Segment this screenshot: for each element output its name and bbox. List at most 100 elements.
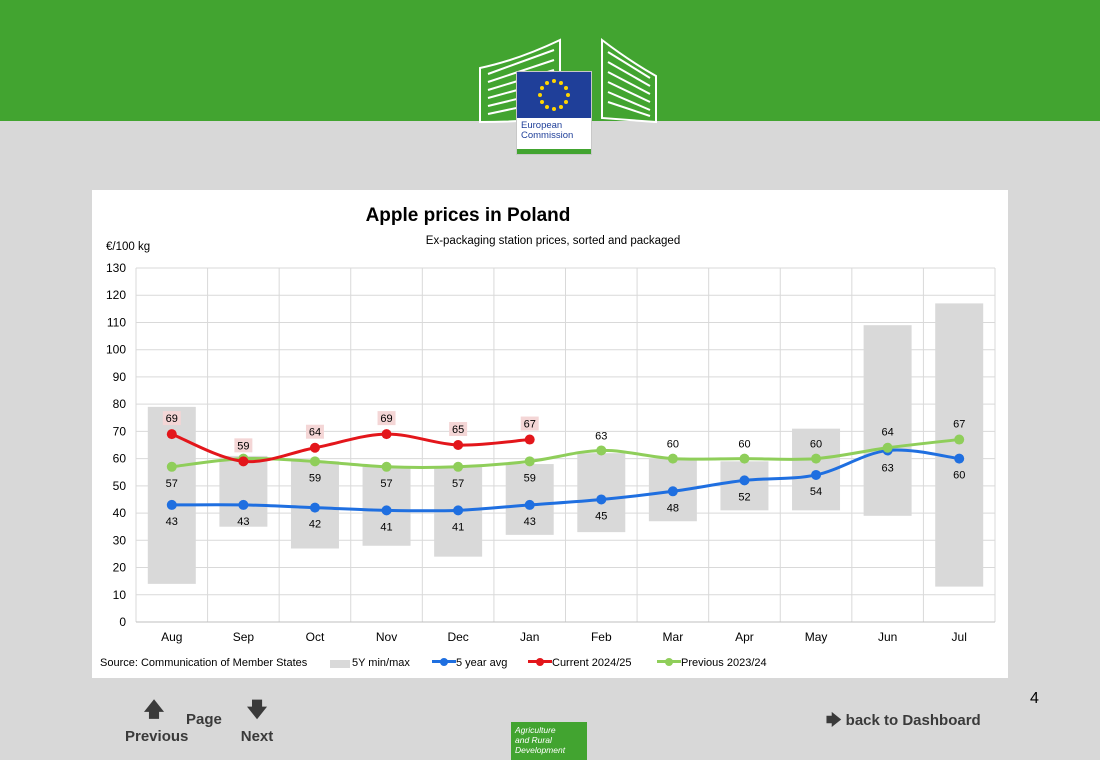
avg-data-label: 60 — [953, 470, 965, 482]
previous-data-label: 60 — [738, 439, 750, 451]
previous-series-point — [667, 453, 678, 464]
dashboard-label: back to Dashboard — [845, 712, 981, 729]
avg-data-label: 41 — [452, 521, 464, 533]
arrow-up-icon: 🡅 — [143, 699, 165, 721]
y-tick-label: 20 — [113, 561, 127, 575]
avg-series-point — [381, 505, 392, 516]
current-label-background — [234, 438, 253, 453]
legend-current-marker — [536, 658, 544, 666]
ec-name: European Commission — [521, 121, 573, 141]
y-tick-label: 10 — [113, 588, 127, 602]
page-number: 4 — [1030, 690, 1039, 707]
previous-series-point — [166, 461, 177, 472]
legend-previous-label: Previous 2023/24 — [681, 657, 767, 669]
chart-card — [92, 190, 1008, 678]
previous-button[interactable]: 🡅 Previous — [125, 699, 188, 745]
current-data-label: 69 — [166, 413, 178, 425]
previous-series-point — [309, 456, 320, 467]
current-series-point — [453, 440, 464, 450]
avg-series-point — [238, 499, 249, 510]
previous-data-label: 64 — [882, 427, 894, 439]
avg-series-point — [667, 486, 678, 497]
y-tick-label: 80 — [113, 397, 127, 411]
current-label-background — [377, 411, 396, 426]
arrow-down-icon: 🡇 — [246, 699, 268, 721]
x-tick-label: Apr — [735, 630, 754, 644]
minmax-bar — [935, 303, 984, 587]
legend-minmax-swatch — [330, 660, 350, 668]
legend-minmax-label: 5Y min/max — [352, 657, 410, 669]
y-tick-label: 100 — [106, 343, 126, 357]
avg-data-label: 52 — [738, 491, 750, 503]
current-series-point — [524, 434, 535, 445]
avg-data-label: 41 — [380, 521, 392, 533]
current-data-label: 69 — [380, 413, 392, 425]
y-tick-label: 30 — [113, 533, 127, 547]
current-series-line — [171, 432, 530, 464]
legend-avg-marker — [440, 658, 448, 666]
page-label: Page — [186, 711, 222, 728]
current-data-label: 67 — [524, 419, 536, 431]
previous-data-label: 57 — [166, 478, 178, 490]
x-tick-label: Jul — [952, 630, 967, 644]
x-tick-label: May — [805, 630, 828, 644]
dg-line1: Agriculture — [515, 725, 556, 735]
eu-flag-icon — [517, 72, 591, 118]
minmax-bar — [863, 325, 912, 516]
avg-series-point — [309, 502, 320, 513]
avg-series-point — [166, 499, 177, 510]
x-tick-label: Mar — [663, 630, 684, 644]
dashboard-link[interactable]: 🡆 back to Dashboard — [826, 710, 981, 735]
previous-data-label: 67 — [953, 419, 965, 431]
y-axis-unit: €/100 kg — [106, 241, 151, 253]
european-commission-logo: European Commission — [478, 37, 658, 155]
y-tick-label: 70 — [113, 424, 127, 438]
x-tick-label: Dec — [447, 630, 468, 644]
previous-data-label: 59 — [309, 472, 321, 484]
previous-data-label: 63 — [595, 430, 607, 442]
x-tick-label: Oct — [306, 630, 325, 644]
dg-agri-logo: Agriculture and Rural Development — [511, 722, 587, 760]
next-label: Next — [240, 728, 274, 745]
previous-data-label: 57 — [452, 478, 464, 490]
avg-series-point — [739, 475, 750, 486]
avg-series-line — [171, 448, 960, 513]
current-label-background — [449, 422, 468, 436]
avg-series-point — [453, 505, 464, 516]
legend-avg-label: 5 year avg — [456, 657, 508, 669]
y-tick-label: 60 — [113, 452, 127, 466]
x-tick-label: Jun — [878, 630, 897, 644]
avg-data-label: 43 — [237, 516, 249, 528]
previous-data-label: 57 — [380, 478, 392, 490]
y-tick-label: 50 — [113, 479, 127, 493]
previous-series-point — [381, 461, 392, 472]
ec-green-bar — [517, 149, 591, 154]
legend-current-label: Current 2024/25 — [552, 657, 632, 669]
previous-series-point — [739, 453, 750, 464]
previous-series-point — [596, 445, 607, 456]
chart-subtitle: Ex-packaging station prices, sorted and … — [425, 235, 681, 247]
previous-data-label: 60 — [810, 439, 822, 451]
avg-series-point — [596, 494, 607, 505]
avg-data-label: 42 — [309, 519, 321, 531]
arrow-right-icon: 🡆 — [826, 712, 842, 729]
previous-data-label: 60 — [667, 439, 679, 451]
avg-data-label: 43 — [524, 516, 536, 528]
y-tick-label: 130 — [106, 261, 126, 275]
next-button[interactable]: 🡇 Next — [238, 700, 276, 745]
avg-data-label: 43 — [166, 516, 178, 528]
current-data-label: 64 — [309, 427, 321, 439]
x-tick-label: Nov — [376, 630, 397, 644]
x-tick-label: Sep — [233, 630, 255, 644]
current-series-point — [238, 456, 249, 467]
avg-data-label: 48 — [667, 502, 679, 514]
ec-flag-box: European Commission — [516, 71, 592, 155]
previous-series-point — [882, 442, 893, 453]
legend-previous-marker — [665, 658, 673, 666]
avg-data-label: 45 — [595, 510, 607, 522]
ec-line2: Commission — [521, 130, 574, 141]
current-label-background — [162, 411, 181, 426]
previous-series-point — [524, 456, 535, 467]
avg-data-label: 63 — [882, 462, 894, 474]
